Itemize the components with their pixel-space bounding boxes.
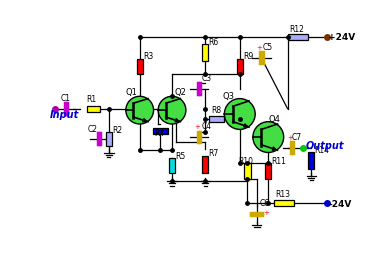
- Text: +: +: [257, 45, 262, 51]
- Text: R7: R7: [208, 149, 218, 158]
- Bar: [244, 162, 250, 179]
- Text: R11: R11: [272, 157, 286, 166]
- Bar: [87, 106, 100, 112]
- Bar: [308, 152, 314, 169]
- Text: R8: R8: [211, 106, 221, 115]
- Bar: [137, 59, 143, 74]
- Bar: [237, 59, 243, 74]
- Text: Output: Output: [305, 141, 344, 151]
- Text: C7: C7: [291, 133, 301, 142]
- Text: +24V: +24V: [328, 33, 355, 42]
- Text: R6: R6: [208, 38, 218, 47]
- Text: -24V: -24V: [328, 200, 352, 209]
- Text: +: +: [264, 210, 270, 216]
- Text: C4: C4: [201, 122, 211, 131]
- Text: C2: C2: [87, 125, 97, 134]
- Bar: [202, 156, 208, 173]
- Text: R9: R9: [243, 52, 253, 61]
- Text: +: +: [287, 135, 293, 141]
- Text: R5: R5: [175, 152, 185, 161]
- Text: C6: C6: [260, 199, 270, 208]
- Text: Q4: Q4: [268, 115, 280, 124]
- Bar: [265, 162, 272, 179]
- Text: Q3: Q3: [222, 91, 234, 100]
- Text: R1: R1: [87, 95, 97, 104]
- Bar: [106, 132, 112, 145]
- Text: R2: R2: [112, 126, 122, 135]
- Text: R13: R13: [275, 190, 290, 199]
- Circle shape: [126, 96, 154, 124]
- Circle shape: [224, 99, 255, 130]
- Text: C5: C5: [263, 43, 273, 52]
- Text: R12: R12: [289, 25, 304, 34]
- Circle shape: [158, 96, 186, 124]
- Circle shape: [253, 122, 284, 152]
- Text: C3: C3: [201, 74, 211, 83]
- Text: Q2: Q2: [174, 88, 186, 97]
- Text: +: +: [194, 124, 200, 130]
- Bar: [153, 128, 168, 134]
- Text: R3: R3: [143, 52, 153, 61]
- Text: Q1: Q1: [126, 88, 138, 97]
- Bar: [169, 158, 175, 173]
- Bar: [288, 34, 308, 40]
- Text: C1: C1: [61, 94, 70, 103]
- Bar: [202, 44, 208, 61]
- Bar: [274, 200, 294, 206]
- Text: R10: R10: [238, 157, 253, 166]
- Bar: [209, 116, 224, 123]
- Text: R14: R14: [314, 146, 329, 155]
- Text: R4: R4: [154, 129, 165, 138]
- Text: Input: Input: [50, 110, 79, 120]
